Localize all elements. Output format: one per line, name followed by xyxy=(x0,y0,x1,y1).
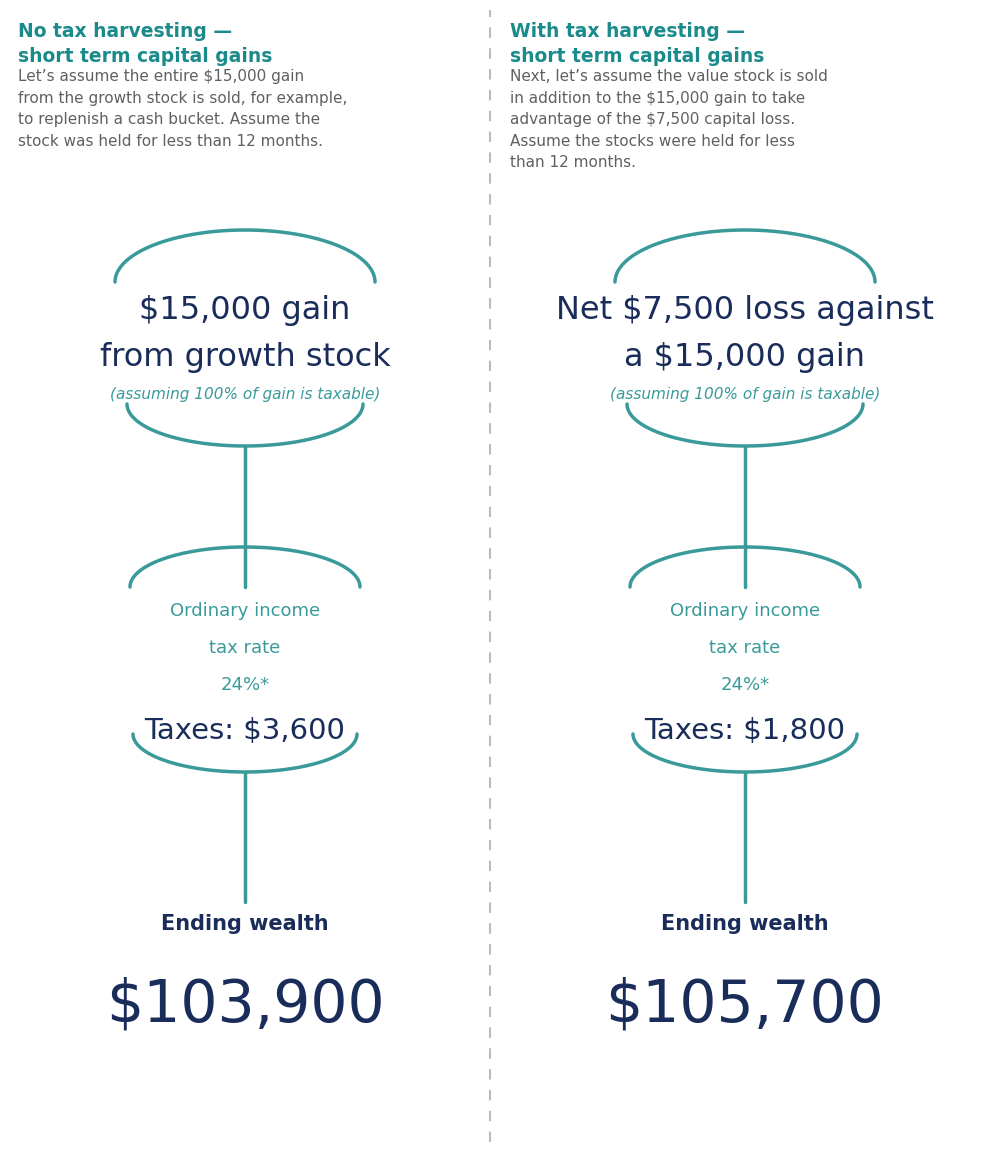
Text: from growth stock: from growth stock xyxy=(100,342,390,373)
Text: $103,900: $103,900 xyxy=(106,977,384,1034)
Text: Taxes: $1,800: Taxes: $1,800 xyxy=(644,717,846,745)
Text: (assuming 100% of gain is taxable): (assuming 100% of gain is taxable) xyxy=(610,387,880,402)
Text: 24%*: 24%* xyxy=(720,676,770,694)
Text: $15,000 gain: $15,000 gain xyxy=(139,295,351,326)
Text: tax rate: tax rate xyxy=(709,639,781,657)
Text: No tax harvesting —
short term capital gains: No tax harvesting — short term capital g… xyxy=(18,22,272,66)
Text: Ordinary income: Ordinary income xyxy=(170,602,320,620)
Text: $105,700: $105,700 xyxy=(606,977,884,1034)
Text: Let’s assume the entire $15,000 gain
from the growth stock is sold, for example,: Let’s assume the entire $15,000 gain fro… xyxy=(18,69,347,149)
Text: 24%*: 24%* xyxy=(220,676,270,694)
Text: a $15,000 gain: a $15,000 gain xyxy=(624,342,866,373)
Text: Taxes: $3,600: Taxes: $3,600 xyxy=(145,717,345,745)
Text: (assuming 100% of gain is taxable): (assuming 100% of gain is taxable) xyxy=(110,387,380,402)
Text: Net $7,500 loss against: Net $7,500 loss against xyxy=(556,295,934,326)
Text: Ordinary income: Ordinary income xyxy=(670,602,820,620)
Text: Next, let’s assume the value stock is sold
in addition to the $15,000 gain to ta: Next, let’s assume the value stock is so… xyxy=(510,69,828,170)
Text: tax rate: tax rate xyxy=(209,639,281,657)
Text: Ending wealth: Ending wealth xyxy=(661,914,829,934)
Text: With tax harvesting —
short term capital gains: With tax harvesting — short term capital… xyxy=(510,22,764,66)
Text: Ending wealth: Ending wealth xyxy=(161,914,329,934)
